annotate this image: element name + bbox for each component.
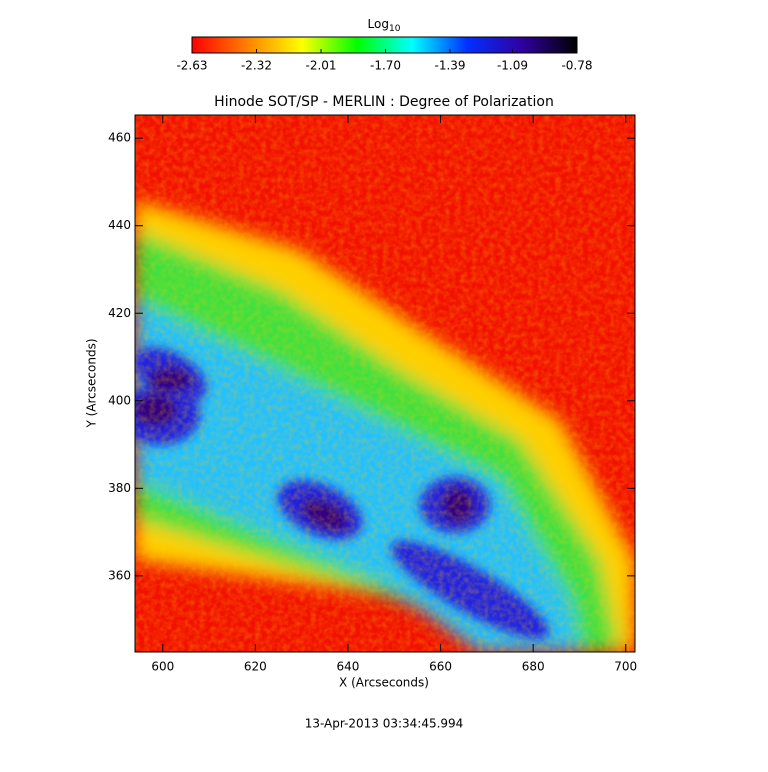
colorbar-tick-label: -2.63	[176, 59, 207, 73]
y-axis-label: Y (Arcseconds)	[85, 338, 99, 428]
colorbar-tick-label: -1.09	[497, 59, 528, 73]
y-tick-label: 360	[108, 568, 131, 582]
y-tick-label: 460	[108, 131, 131, 145]
colorbar-label: Log10	[368, 17, 401, 34]
x-tick-label: 660	[429, 660, 452, 674]
footer-timestamp: 13-Apr-2013 03:34:45.994	[305, 717, 464, 731]
colorbar-tick-label: -2.01	[305, 59, 336, 73]
x-axis-label: X (Arcseconds)	[339, 676, 429, 690]
x-tick-label: 600	[151, 660, 174, 674]
colorbar	[191, 36, 578, 54]
colorbar-tick-label: -2.32	[241, 59, 272, 73]
colorbar-tick-label: -1.39	[435, 59, 466, 73]
colorbar-tick-label: -1.70	[370, 59, 401, 73]
y-tick-label: 420	[108, 306, 131, 320]
x-tick-label: 640	[337, 660, 360, 674]
chart-title: Hinode SOT/SP - MERLIN : Degree of Polar…	[214, 94, 554, 110]
colorbar-tick-label: -0.78	[561, 59, 592, 73]
y-tick-label: 440	[108, 218, 131, 232]
colorbar-label-subscript: 10	[389, 24, 401, 34]
x-tick-label: 700	[614, 660, 637, 674]
plot-frame	[134, 114, 636, 653]
x-tick-label: 620	[244, 660, 267, 674]
colorbar-label-text: Log	[368, 17, 389, 31]
x-tick-label: 680	[522, 660, 545, 674]
image	[135, 115, 635, 652]
y-tick-label: 380	[108, 481, 131, 495]
y-tick-label: 400	[108, 393, 131, 407]
